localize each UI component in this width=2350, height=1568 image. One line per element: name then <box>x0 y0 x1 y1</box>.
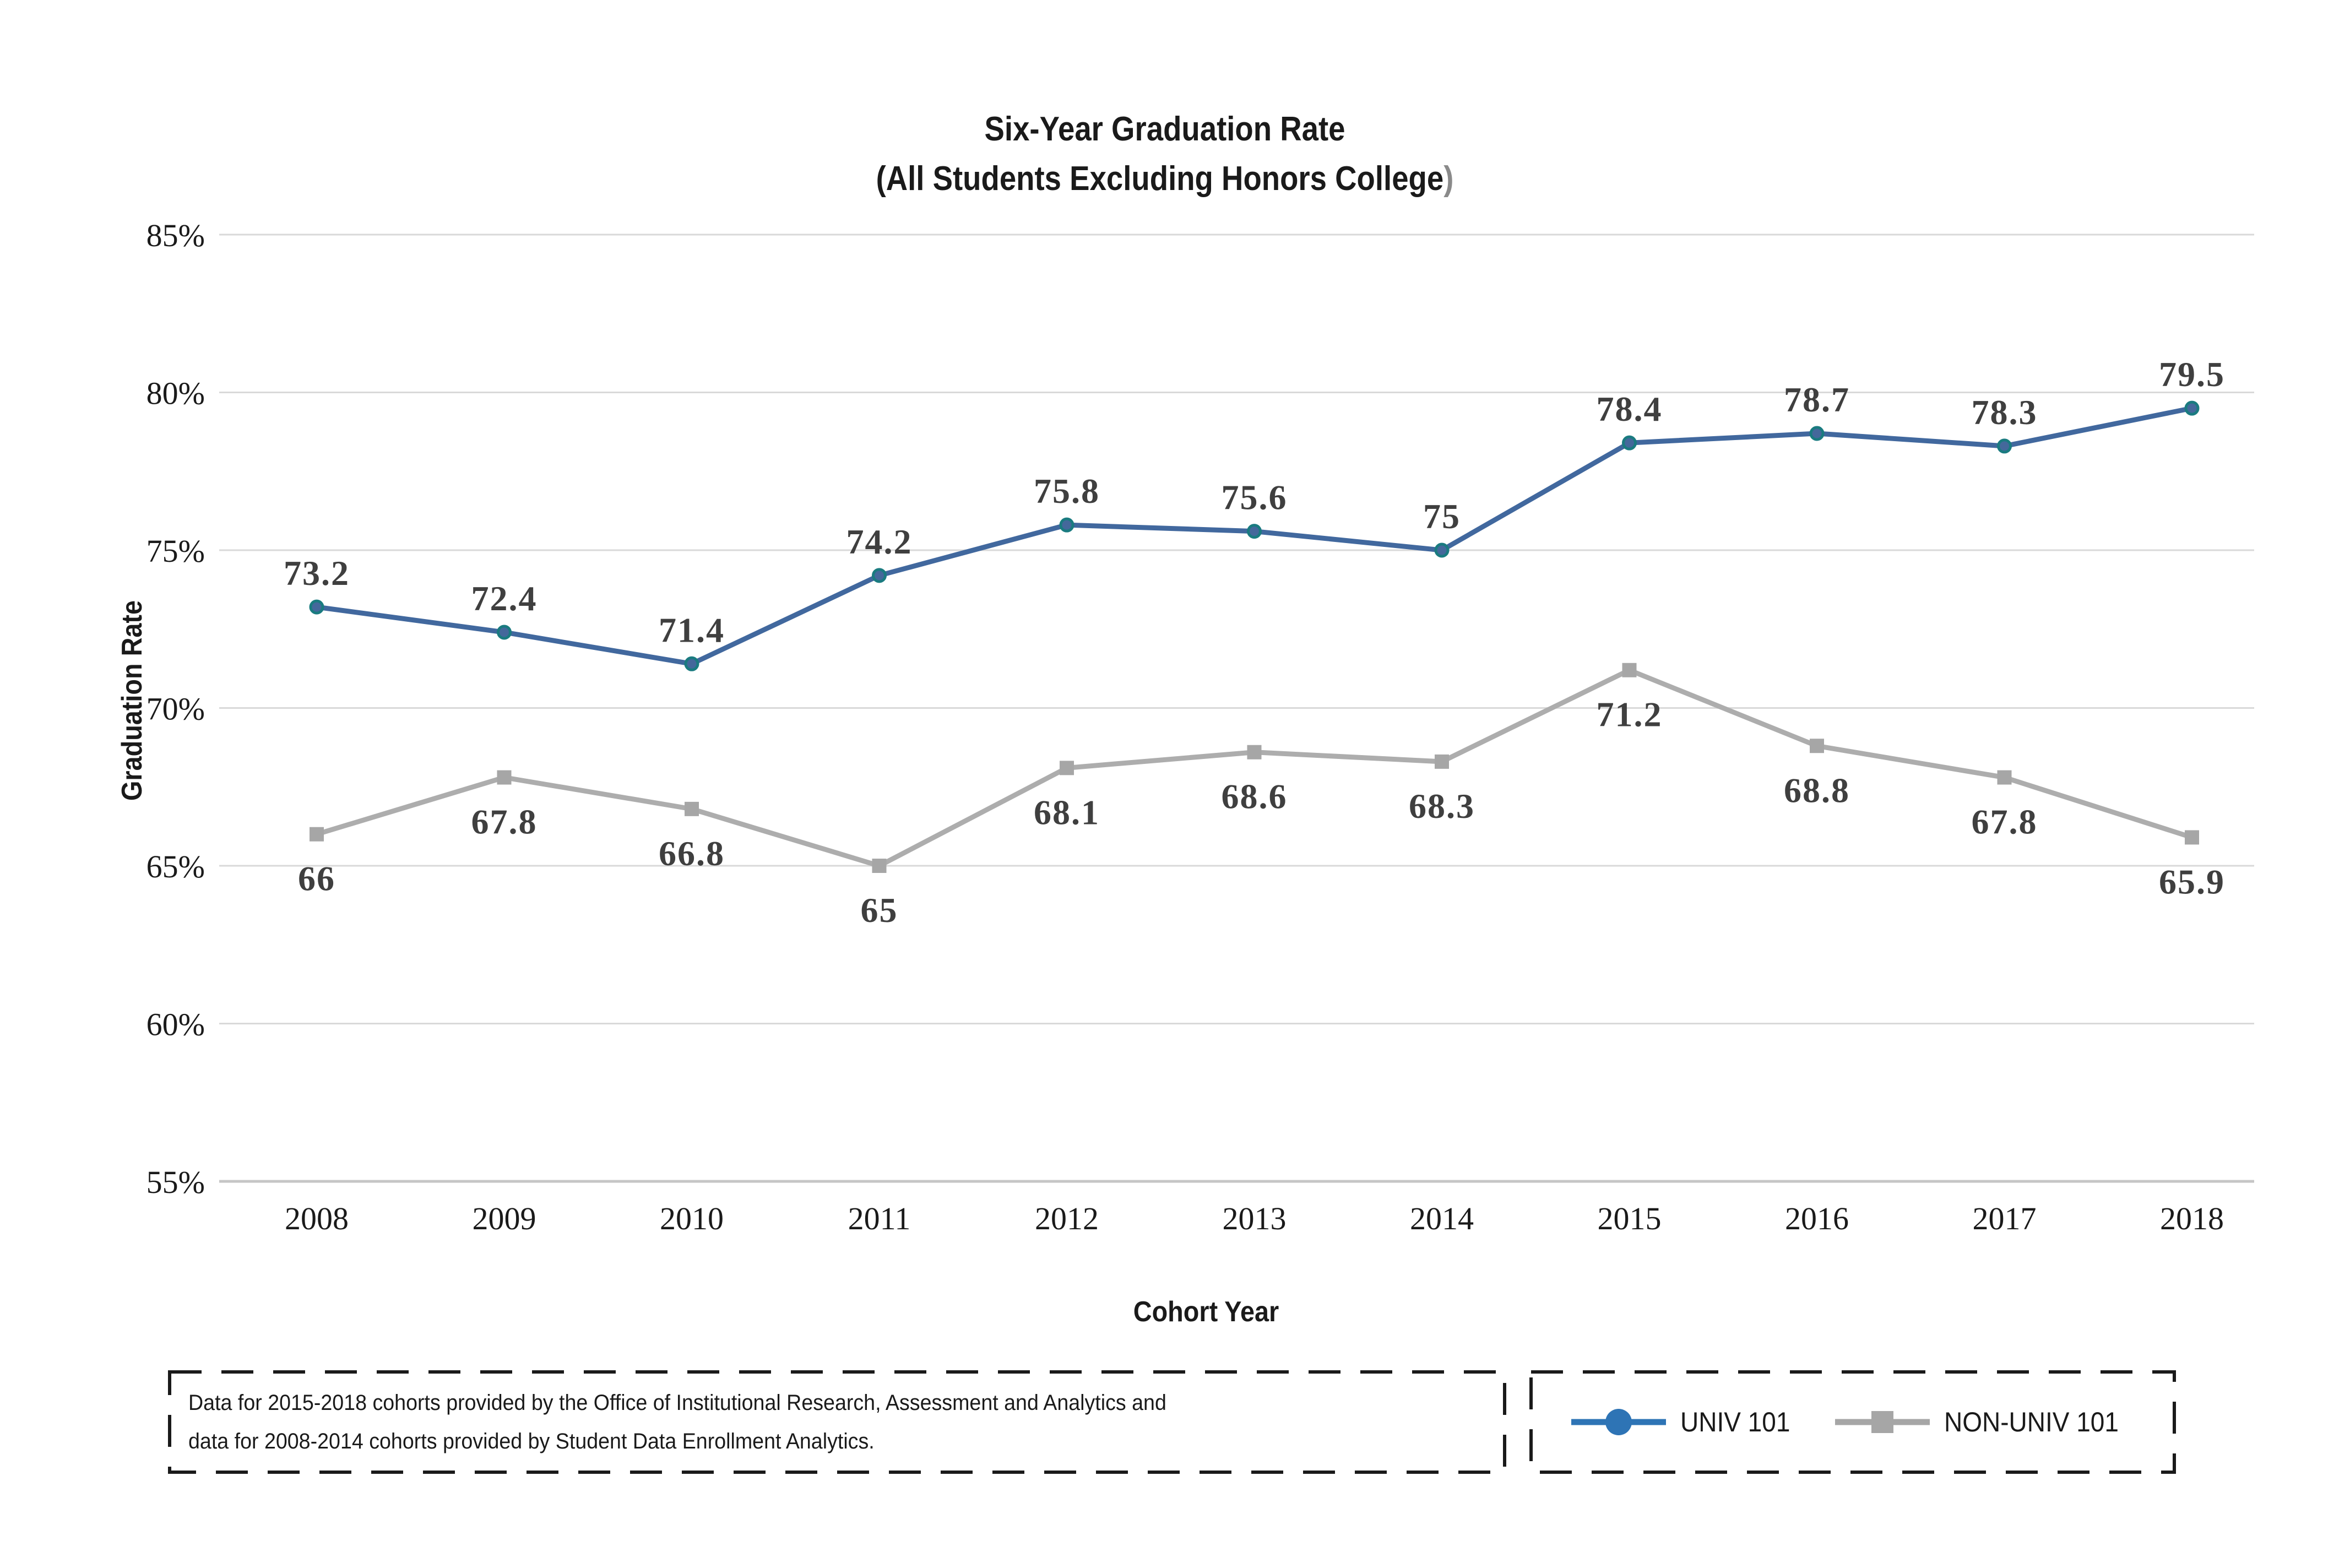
y-tick-label-80: 80% <box>146 376 205 411</box>
series-marker-univ-101-2008 <box>309 599 324 615</box>
x-axis-title: Cohort Year <box>1133 1296 1279 1328</box>
legend-box: UNIV 101 NON-UNIV 101 <box>1529 1370 2177 1474</box>
y-tick-label-55: 55% <box>146 1164 205 1200</box>
data-label-non-univ-101-2008: 66 <box>298 859 335 898</box>
data-label-univ-101-2011: 74.2 <box>846 522 913 561</box>
x-tick-label-2015: 2015 <box>1598 1201 1662 1236</box>
series-marker-non-univ-101-2016 <box>1810 739 1824 753</box>
data-label-non-univ-101-2017: 67.8 <box>1972 802 2038 842</box>
legend-box-border <box>1529 1370 2176 1474</box>
x-tick-label-2013: 2013 <box>1223 1201 1287 1236</box>
footnote-box-border <box>168 1370 1506 1474</box>
data-label-univ-101-2016: 78.7 <box>1784 380 1850 419</box>
data-label-non-univ-101-2014: 68.3 <box>1409 786 1475 826</box>
series-marker-non-univ-101-2018 <box>2185 830 2199 845</box>
series-marker-univ-101-2016 <box>1809 426 1825 441</box>
x-tick-label-2008: 2008 <box>285 1201 349 1236</box>
series-marker-non-univ-101-2009 <box>497 770 512 785</box>
chart-title-line2-paren: ) <box>1443 160 1454 198</box>
data-label-non-univ-101-2010: 66.8 <box>659 834 725 873</box>
series-marker-non-univ-101-2017 <box>1997 770 2012 785</box>
x-tick-label-2018: 2018 <box>2160 1201 2224 1236</box>
series-marker-univ-101-2018 <box>2184 400 2200 416</box>
legend-marker-non-univ-101 <box>1835 1411 1930 1433</box>
legend-square-icon <box>1871 1411 1894 1433</box>
legend-item-non-univ-101: NON-UNIV 101 <box>1835 1404 2134 1440</box>
x-tick-label-2009: 2009 <box>473 1201 536 1236</box>
series-marker-non-univ-101-2015 <box>1622 663 1637 677</box>
series-marker-non-univ-101-2008 <box>310 827 324 842</box>
series-marker-univ-101-2014 <box>1434 542 1450 558</box>
legend-marker-univ-101 <box>1571 1409 1667 1435</box>
data-label-univ-101-2008: 73.2 <box>284 554 350 593</box>
data-label-univ-101-2012: 75.8 <box>1034 471 1100 511</box>
y-tick-label-85: 85% <box>146 218 205 253</box>
data-label-univ-101-2018: 79.5 <box>2159 355 2225 394</box>
y-tick-label-75: 75% <box>146 533 205 569</box>
x-tick-label-2010: 2010 <box>660 1201 724 1236</box>
x-tick-label-2012: 2012 <box>1035 1201 1099 1236</box>
x-tick-label-2011: 2011 <box>848 1201 911 1236</box>
y-axis-title: Graduation Rate <box>116 600 148 801</box>
series-marker-non-univ-101-2013 <box>1247 745 1262 759</box>
data-label-non-univ-101-2013: 68.6 <box>1222 777 1288 816</box>
data-label-non-univ-101-2009: 67.8 <box>471 802 538 842</box>
footnote-box: Data for 2015-2018 cohorts provided by t… <box>167 1370 1507 1474</box>
y-tick-label-70: 70% <box>146 691 205 727</box>
series-marker-univ-101-2012 <box>1059 517 1074 533</box>
y-tick-label-60: 60% <box>146 1007 205 1043</box>
series-marker-univ-101-2017 <box>1997 438 2012 454</box>
data-label-non-univ-101-2018: 65.9 <box>2159 862 2225 901</box>
chart-title: Six-Year Graduation Rate (All Students E… <box>140 105 2190 204</box>
data-label-univ-101-2015: 78.4 <box>1597 389 1663 428</box>
series-marker-univ-101-2015 <box>1622 435 1637 451</box>
series-marker-non-univ-101-2012 <box>1060 761 1074 775</box>
data-label-non-univ-101-2015: 71.2 <box>1597 695 1663 734</box>
chart-title-line2-text: (All Students Excluding Honors College <box>876 160 1444 198</box>
data-label-univ-101-2013: 75.6 <box>1222 478 1288 517</box>
data-label-univ-101-2010: 71.4 <box>659 610 725 649</box>
series-line-non-univ-101 <box>316 667 2193 869</box>
series-marker-non-univ-101-2011 <box>872 859 887 873</box>
footnote-text: Data for 2015-2018 cohorts provided by t… <box>188 1383 1166 1461</box>
chart-title-line2: (All Students Excluding Honors College) <box>140 154 2190 204</box>
x-tick-label-2017: 2017 <box>1973 1201 2037 1236</box>
x-tick-label-2016: 2016 <box>1785 1201 1849 1236</box>
data-label-non-univ-101-2012: 68.1 <box>1034 793 1100 832</box>
series-marker-univ-101-2009 <box>497 625 512 640</box>
footnote-line2: data for 2008-2014 cohorts provided by S… <box>188 1429 875 1453</box>
data-label-non-univ-101-2016: 68.8 <box>1784 771 1850 810</box>
chart-title-line1: Six-Year Graduation Rate <box>984 110 1345 148</box>
series-marker-non-univ-101-2010 <box>685 801 699 816</box>
data-label-univ-101-2014: 75 <box>1423 497 1461 536</box>
legend-label-non-univ-101: NON-UNIV 101 <box>1944 1407 2119 1437</box>
series-marker-non-univ-101-2014 <box>1435 754 1449 769</box>
legend-circle-icon <box>1605 1409 1632 1435</box>
series-marker-univ-101-2013 <box>1247 524 1262 539</box>
data-label-univ-101-2009: 72.4 <box>471 579 538 618</box>
x-tick-label-2014: 2014 <box>1410 1201 1474 1236</box>
legend-item-univ-101: UNIV 101 <box>1571 1404 1800 1440</box>
data-label-non-univ-101-2011: 65 <box>861 891 898 930</box>
y-tick-label-65: 65% <box>146 849 205 885</box>
legend-label-univ-101: UNIV 101 <box>1680 1407 1790 1437</box>
legend-items: UNIV 101 NON-UNIV 101 <box>1529 1370 2177 1474</box>
footnote-line1: Data for 2015-2018 cohorts provided by t… <box>188 1391 1166 1415</box>
data-label-univ-101-2017: 78.3 <box>1972 393 2038 432</box>
series-marker-univ-101-2011 <box>872 568 887 583</box>
series-marker-univ-101-2010 <box>684 656 699 671</box>
